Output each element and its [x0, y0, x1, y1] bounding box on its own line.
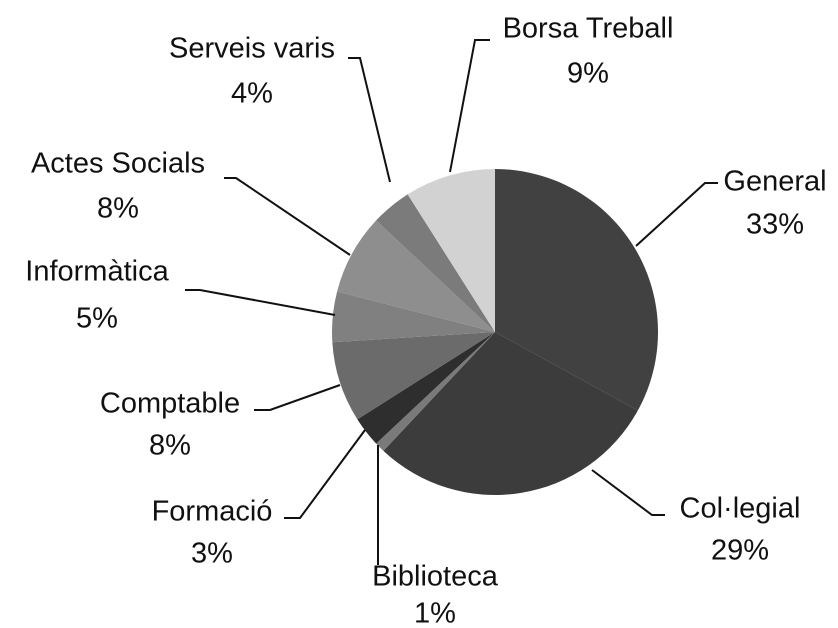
slice-label: Comptable	[100, 388, 240, 420]
pie-slice	[337, 220, 495, 332]
pie-slice	[495, 169, 659, 411]
slice-value-label: 29%	[711, 535, 769, 567]
pie-slice	[376, 332, 495, 451]
leader-line	[591, 469, 665, 516]
slice-label: Col·legial	[680, 493, 801, 525]
slice-value-label: 3%	[191, 538, 233, 570]
pie-slice	[376, 194, 495, 332]
slice-value-label: 8%	[149, 430, 191, 462]
leader-line	[284, 429, 366, 519]
pie-slice	[332, 291, 495, 343]
slice-value-label: 33%	[746, 209, 804, 241]
slice-label: Biblioteca	[372, 561, 499, 593]
pie-slice	[383, 332, 638, 495]
slice-label: Formació	[152, 496, 273, 528]
leader-line	[224, 177, 351, 256]
slice-value-label: 1%	[414, 598, 456, 628]
slice-label: Informàtica	[25, 256, 169, 288]
pie-slice	[407, 169, 495, 332]
pie-slice	[357, 332, 495, 444]
leader-line	[635, 182, 718, 247]
slice-value-label: 9%	[567, 58, 609, 90]
slice-label: Serveis varis	[169, 33, 335, 65]
slice-label: Borsa Treball	[503, 13, 674, 45]
leader-line	[348, 57, 391, 183]
leader-line	[449, 39, 490, 173]
leader-line	[254, 384, 341, 411]
slice-label: General	[723, 166, 826, 198]
slice-value-label: 8%	[97, 193, 139, 225]
slice-label: Actes Socials	[31, 148, 205, 180]
slice-value-label: 5%	[76, 303, 118, 335]
slice-value-label: 4%	[231, 78, 273, 110]
leader-line	[185, 289, 336, 316]
pie-slice	[332, 332, 495, 420]
